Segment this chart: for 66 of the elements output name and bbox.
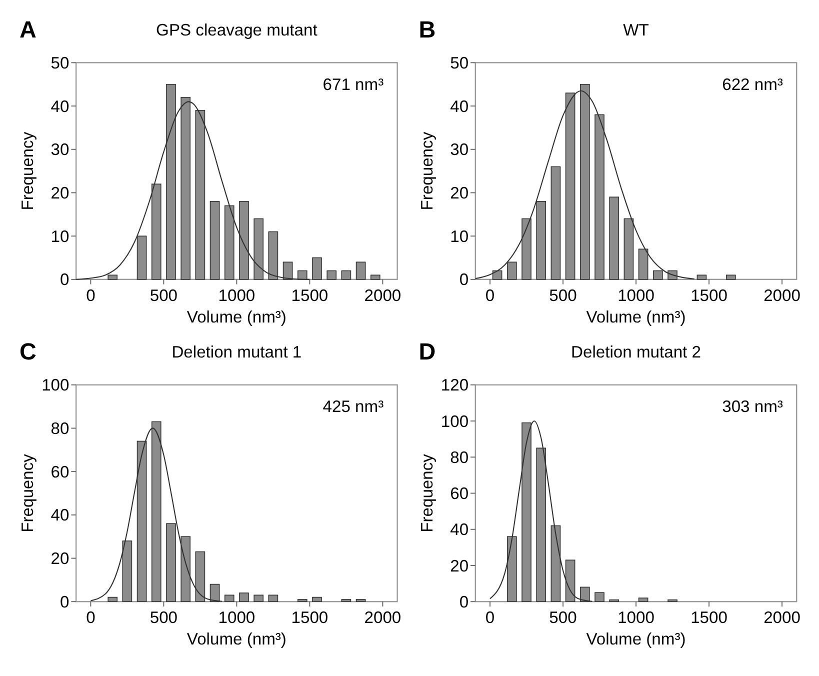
chart-title: WT	[623, 20, 649, 40]
y-tick-label: 0	[60, 592, 70, 612]
annotation: 425 nm³	[322, 397, 384, 416]
y-tick-label: 40	[50, 506, 70, 525]
y-tick-label: 80	[50, 419, 70, 438]
y-tick-label: 20	[450, 556, 469, 576]
x-tick-label: 0	[86, 286, 96, 305]
chart-title: GPS cleavage mutant	[156, 20, 318, 40]
y-tick-label: 40	[450, 520, 469, 540]
y-axis-title: Frequency	[18, 131, 38, 210]
line-series	[489, 420, 593, 602]
y-axis-title: Frequency	[417, 453, 436, 532]
annotation: 671 nm³	[322, 75, 384, 94]
x-tick-label: 2000	[764, 608, 800, 628]
y-tick-label: 10	[50, 226, 70, 246]
x-tick-label: 1000	[618, 286, 654, 305]
x-tick-label: 2000	[364, 608, 402, 628]
text: D	[418, 338, 436, 364]
y-tick-label: 30	[50, 140, 70, 160]
y-tick-label: 0	[459, 592, 469, 612]
x-tick-label: 500	[150, 286, 178, 305]
chart-title: Deletion mutant 2	[571, 342, 701, 362]
x-tick-label: 1000	[618, 608, 654, 628]
x-axis-title: Volume (nm³)	[186, 307, 286, 326]
y-tick-label: 30	[450, 140, 469, 160]
text: C	[19, 338, 36, 364]
x-tick-label: 0	[86, 608, 96, 628]
y-tick-label: 40	[50, 96, 70, 116]
x-tick-label: 500	[150, 608, 178, 628]
y-tick-label: 40	[450, 96, 469, 116]
x-tick-label: 1500	[690, 286, 728, 305]
x-axis-title: Volume (nm³)	[586, 630, 686, 649]
y-tick-label: 60	[50, 462, 70, 482]
y-tick-label: 50	[450, 53, 469, 72]
y-tick-label: 20	[450, 184, 469, 203]
y-axis-title: Frequency	[18, 453, 38, 532]
y-tick-label: 100	[440, 412, 469, 431]
x-axis-title: Volume (nm³)	[186, 630, 286, 649]
y-tick-label: 50	[50, 53, 70, 72]
x-tick-label: 2000	[764, 286, 800, 305]
y-tick-label: 0	[60, 270, 70, 290]
x-tick-label: 1000	[218, 286, 256, 305]
y-tick-label: 0	[459, 270, 469, 290]
y-tick-label: 120	[440, 376, 469, 395]
y-tick-label: 20	[50, 549, 70, 568]
text: A	[19, 16, 36, 42]
x-tick-label: 0	[485, 286, 495, 305]
x-tick-label: 1000	[218, 608, 256, 628]
y-axis-title: Frequency	[417, 131, 436, 210]
text: B	[418, 16, 436, 42]
y-tick-label: 100	[42, 376, 70, 395]
annotation: 622 nm³	[722, 75, 784, 94]
y-tick-label: 60	[450, 484, 469, 504]
y-tick-label: 10	[450, 226, 469, 246]
x-tick-label: 500	[549, 608, 577, 628]
x-tick-label: 0	[485, 608, 495, 628]
annotation: 303 nm³	[722, 397, 784, 416]
x-tick-label: 1500	[291, 286, 328, 305]
y-tick-label: 80	[450, 448, 469, 467]
x-tick-label: 2000	[364, 286, 402, 305]
x-tick-label: 1500	[291, 608, 328, 628]
x-tick-label: 1500	[690, 608, 728, 628]
y-tick-label: 20	[50, 184, 70, 203]
x-tick-label: 500	[549, 286, 577, 305]
x-axis-title: Volume (nm³)	[586, 307, 686, 326]
chart-title: Deletion mutant 1	[172, 342, 302, 362]
